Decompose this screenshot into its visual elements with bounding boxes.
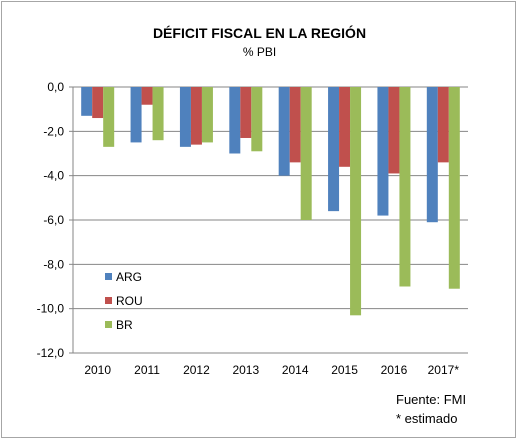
bar-arg-2012 [179,87,191,147]
chart-title: DÉFICIT FISCAL EN LA REGIÓN [152,25,367,41]
bar-rou-2010 [92,87,104,119]
bar-br-2010 [103,87,115,147]
bar-arg-2016 [377,87,389,216]
y-tick-label: -10,0 [37,302,65,316]
legend-swatch-arg [105,273,112,280]
y-tick-label: -2,0 [43,124,64,138]
x-tick-label: 2010 [84,363,111,377]
bar-arg-2011 [130,87,142,143]
bar-arg-2010 [81,87,93,116]
bar-br-2016 [399,87,411,287]
y-tick-label: -8,0 [43,257,64,271]
bar-arg-2014 [278,87,290,176]
bar-br-2013 [251,87,263,152]
x-tick-label: 2015 [331,363,358,377]
bar-br-2014 [300,87,312,220]
bar-br-2012 [201,87,213,143]
chart-subtitle: % PBI [242,45,277,59]
bar-rou-2013 [240,87,252,138]
x-tick-label: 2014 [282,363,309,377]
bar-rou-2011 [141,87,153,105]
bar-arg-2017 [426,87,438,223]
bar-rou-2016 [388,87,400,174]
x-tick-label: 2016 [381,363,408,377]
bar-rou-2012 [190,87,202,145]
bar-arg-2013 [229,87,241,154]
legend-swatch-rou [105,297,112,304]
legend-swatch-br [105,321,112,328]
y-tick-label: 0,0 [47,80,64,94]
source-note: Fuente: FMI [396,392,467,407]
bar-rou-2017 [437,87,449,163]
y-tick-label: -6,0 [43,213,64,227]
y-tick-label: -12,0 [37,346,65,360]
bar-arg-2015 [328,87,340,212]
x-tick-label: 2013 [232,363,259,377]
bar-rou-2014 [289,87,301,163]
estimate-note: * estimado [396,411,458,426]
bar-br-2015 [350,87,362,316]
legend-label-arg: ARG [116,270,142,284]
legend-label-br: BR [116,318,133,332]
x-tick-label: 2011 [134,363,160,377]
bar-rou-2015 [339,87,351,167]
bar-br-2017 [448,87,460,289]
legend-label-rou: ROU [116,294,143,308]
x-tick-label: 2017* [428,363,460,377]
y-tick-label: -4,0 [43,169,64,183]
bar-br-2011 [152,87,164,141]
x-tick-label: 2012 [183,363,210,377]
